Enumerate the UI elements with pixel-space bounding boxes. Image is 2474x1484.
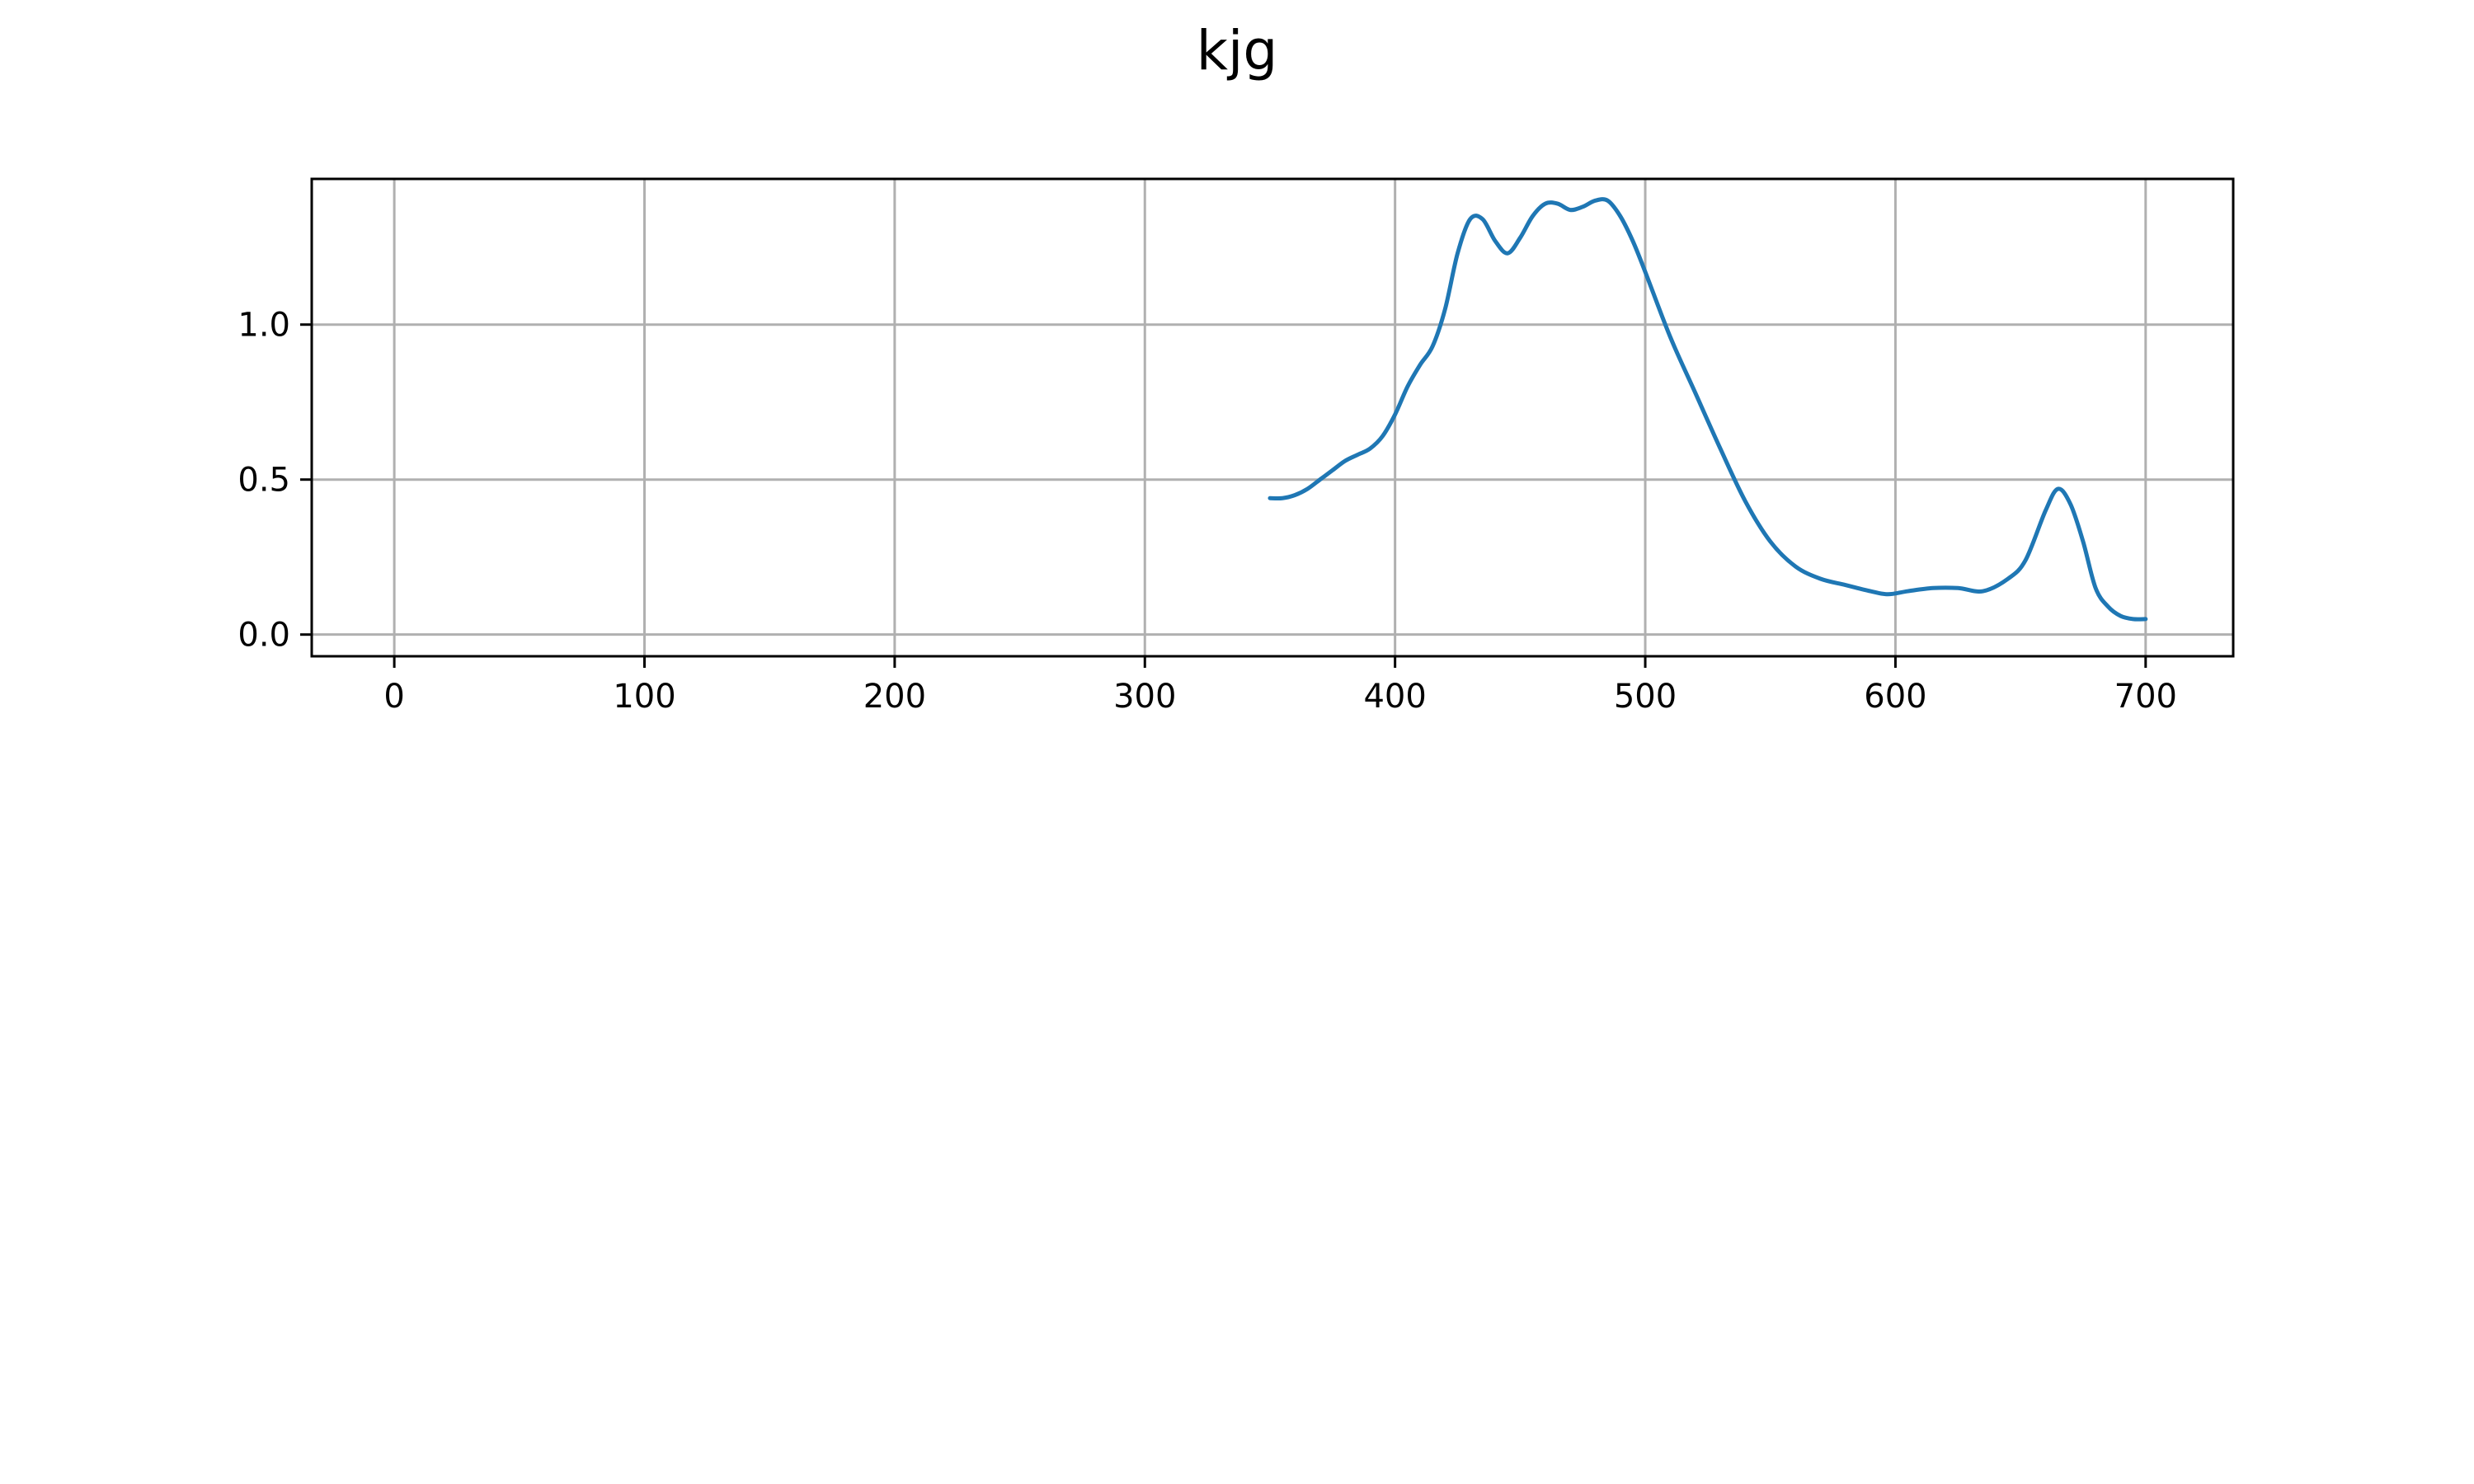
x-tick-label: 100 bbox=[613, 678, 675, 716]
x-tick-label: 700 bbox=[2114, 678, 2177, 716]
x-tick-label: 500 bbox=[1614, 678, 1677, 716]
x-tick-label: 0 bbox=[383, 678, 404, 716]
x-tick-label: 300 bbox=[1113, 678, 1176, 716]
grid bbox=[312, 179, 2233, 656]
series-layer bbox=[1268, 197, 2148, 622]
plot-frame bbox=[310, 177, 2235, 658]
chart-title: kjg bbox=[1197, 19, 1277, 82]
y-tick-label: 1.0 bbox=[238, 307, 290, 345]
x-tick-label: 600 bbox=[1864, 678, 1926, 716]
axis-ticks: 0 100 200 300 400 500 600 700 0.0 0.5 1.0 bbox=[238, 307, 2177, 716]
series-line bbox=[1268, 197, 2148, 622]
y-tick-label: 0.0 bbox=[238, 617, 290, 655]
x-tick-label: 200 bbox=[863, 678, 926, 716]
y-tick-label: 0.5 bbox=[238, 462, 290, 500]
x-tick-label: 400 bbox=[1363, 678, 1426, 716]
